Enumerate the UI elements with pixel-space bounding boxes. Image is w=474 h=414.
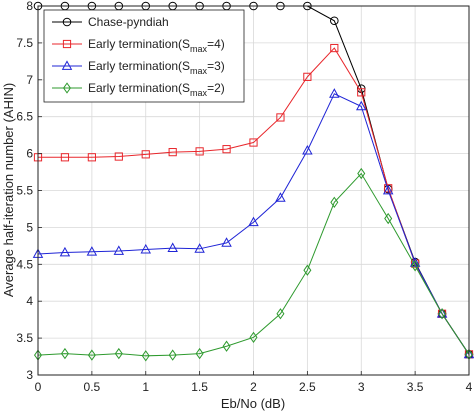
y-tick-label: 8 xyxy=(26,0,33,13)
y-tick-label: 6.5 xyxy=(16,110,33,124)
x-tick-label: 3 xyxy=(358,380,365,394)
data-point xyxy=(168,148,177,157)
y-tick-label: 4.5 xyxy=(16,257,33,271)
legend-entry: Early termination(Smax=4) xyxy=(52,37,225,54)
data-point xyxy=(436,308,448,318)
data-point xyxy=(384,212,393,225)
data-point xyxy=(195,347,204,360)
legend-entry: Early termination(Smax=3) xyxy=(52,59,225,76)
data-point xyxy=(141,350,150,362)
x-axis: 0 0.5 1 1.5 2 2.5 3 3.5 4 xyxy=(35,371,473,394)
legend-marker xyxy=(62,17,72,27)
data-point xyxy=(60,153,70,162)
data-point xyxy=(411,259,420,268)
data-point xyxy=(275,192,286,202)
data-point xyxy=(140,243,151,254)
series-3 xyxy=(32,88,474,359)
data-point xyxy=(59,246,71,257)
data-point xyxy=(249,331,258,344)
legend-marker xyxy=(62,39,72,49)
y-tick-label: 3 xyxy=(26,368,33,382)
data-point xyxy=(357,88,366,97)
data-point xyxy=(222,145,231,154)
data-point xyxy=(382,184,394,195)
data-point xyxy=(438,308,447,320)
legend: Chase-pyndiah Early termination(Smax=4) Ea… xyxy=(43,9,245,103)
y-tick-label: 5 xyxy=(26,220,33,234)
data-point xyxy=(167,242,178,252)
x-tick-label: 2.5 xyxy=(299,380,316,394)
data-point xyxy=(113,245,125,255)
data-point xyxy=(329,88,340,98)
x-axis-label: Eb/No (dB) xyxy=(221,396,285,411)
x-tick-label: 3.5 xyxy=(407,380,424,394)
data-point xyxy=(195,147,204,156)
data-point xyxy=(330,196,339,208)
series-line xyxy=(37,172,470,357)
data-point xyxy=(114,152,123,161)
data-point xyxy=(411,260,420,272)
data-point xyxy=(168,349,177,361)
data-point xyxy=(221,237,232,247)
y-tick-label: 3.5 xyxy=(16,331,33,345)
data-point xyxy=(87,349,96,361)
data-point xyxy=(357,167,366,180)
data-point xyxy=(303,72,312,81)
data-point xyxy=(330,43,339,53)
data-point xyxy=(249,138,258,147)
legend-entry: Early termination(Smax=2) xyxy=(52,81,225,98)
data-point xyxy=(60,347,69,360)
data-point xyxy=(194,243,205,253)
series-4 xyxy=(33,167,474,362)
data-point xyxy=(87,153,96,162)
y-tick-label: 7 xyxy=(26,73,33,87)
y-tick-label: 6 xyxy=(26,147,33,161)
data-point xyxy=(302,145,313,155)
x-tick-label: 4 xyxy=(466,380,473,394)
legend-marker xyxy=(62,82,72,94)
legend-box xyxy=(43,9,245,103)
x-tick-label: 0.5 xyxy=(84,380,101,394)
y-tick-label: 4 xyxy=(26,294,33,308)
y-axis: 3 3.5 4 4.5 5 5.5 6 6.5 7 7.5 8 xyxy=(16,0,42,382)
legend-label: Early termination(Smax=3) xyxy=(88,59,225,76)
data-point xyxy=(114,347,123,360)
legend-marker xyxy=(61,60,73,70)
legend-label: Early termination(Smax=2) xyxy=(88,81,225,98)
y-tick-label: 5.5 xyxy=(16,184,33,198)
data-point xyxy=(330,16,339,26)
series-line xyxy=(37,93,470,355)
legend-entry: Chase-pyndiah xyxy=(52,15,169,29)
x-tick-label: 1 xyxy=(142,380,149,394)
x-tick-label: 1.5 xyxy=(191,380,208,394)
data-point xyxy=(222,340,231,352)
data-point xyxy=(248,216,259,227)
legend-label: Chase-pyndiah xyxy=(88,15,169,29)
data-point xyxy=(303,264,312,276)
legend-label: Early termination(Smax=4) xyxy=(88,37,225,54)
y-tick-label: 7.5 xyxy=(16,36,33,50)
x-tick-label: 0 xyxy=(35,380,42,394)
data-point xyxy=(276,113,285,122)
y-axis-label: Average half-iteration number (AHIN) xyxy=(1,83,16,297)
data-point xyxy=(276,308,285,320)
data-point xyxy=(356,100,367,111)
data-point xyxy=(141,150,150,159)
x-tick-label: 2 xyxy=(250,380,257,394)
data-point xyxy=(86,246,98,256)
